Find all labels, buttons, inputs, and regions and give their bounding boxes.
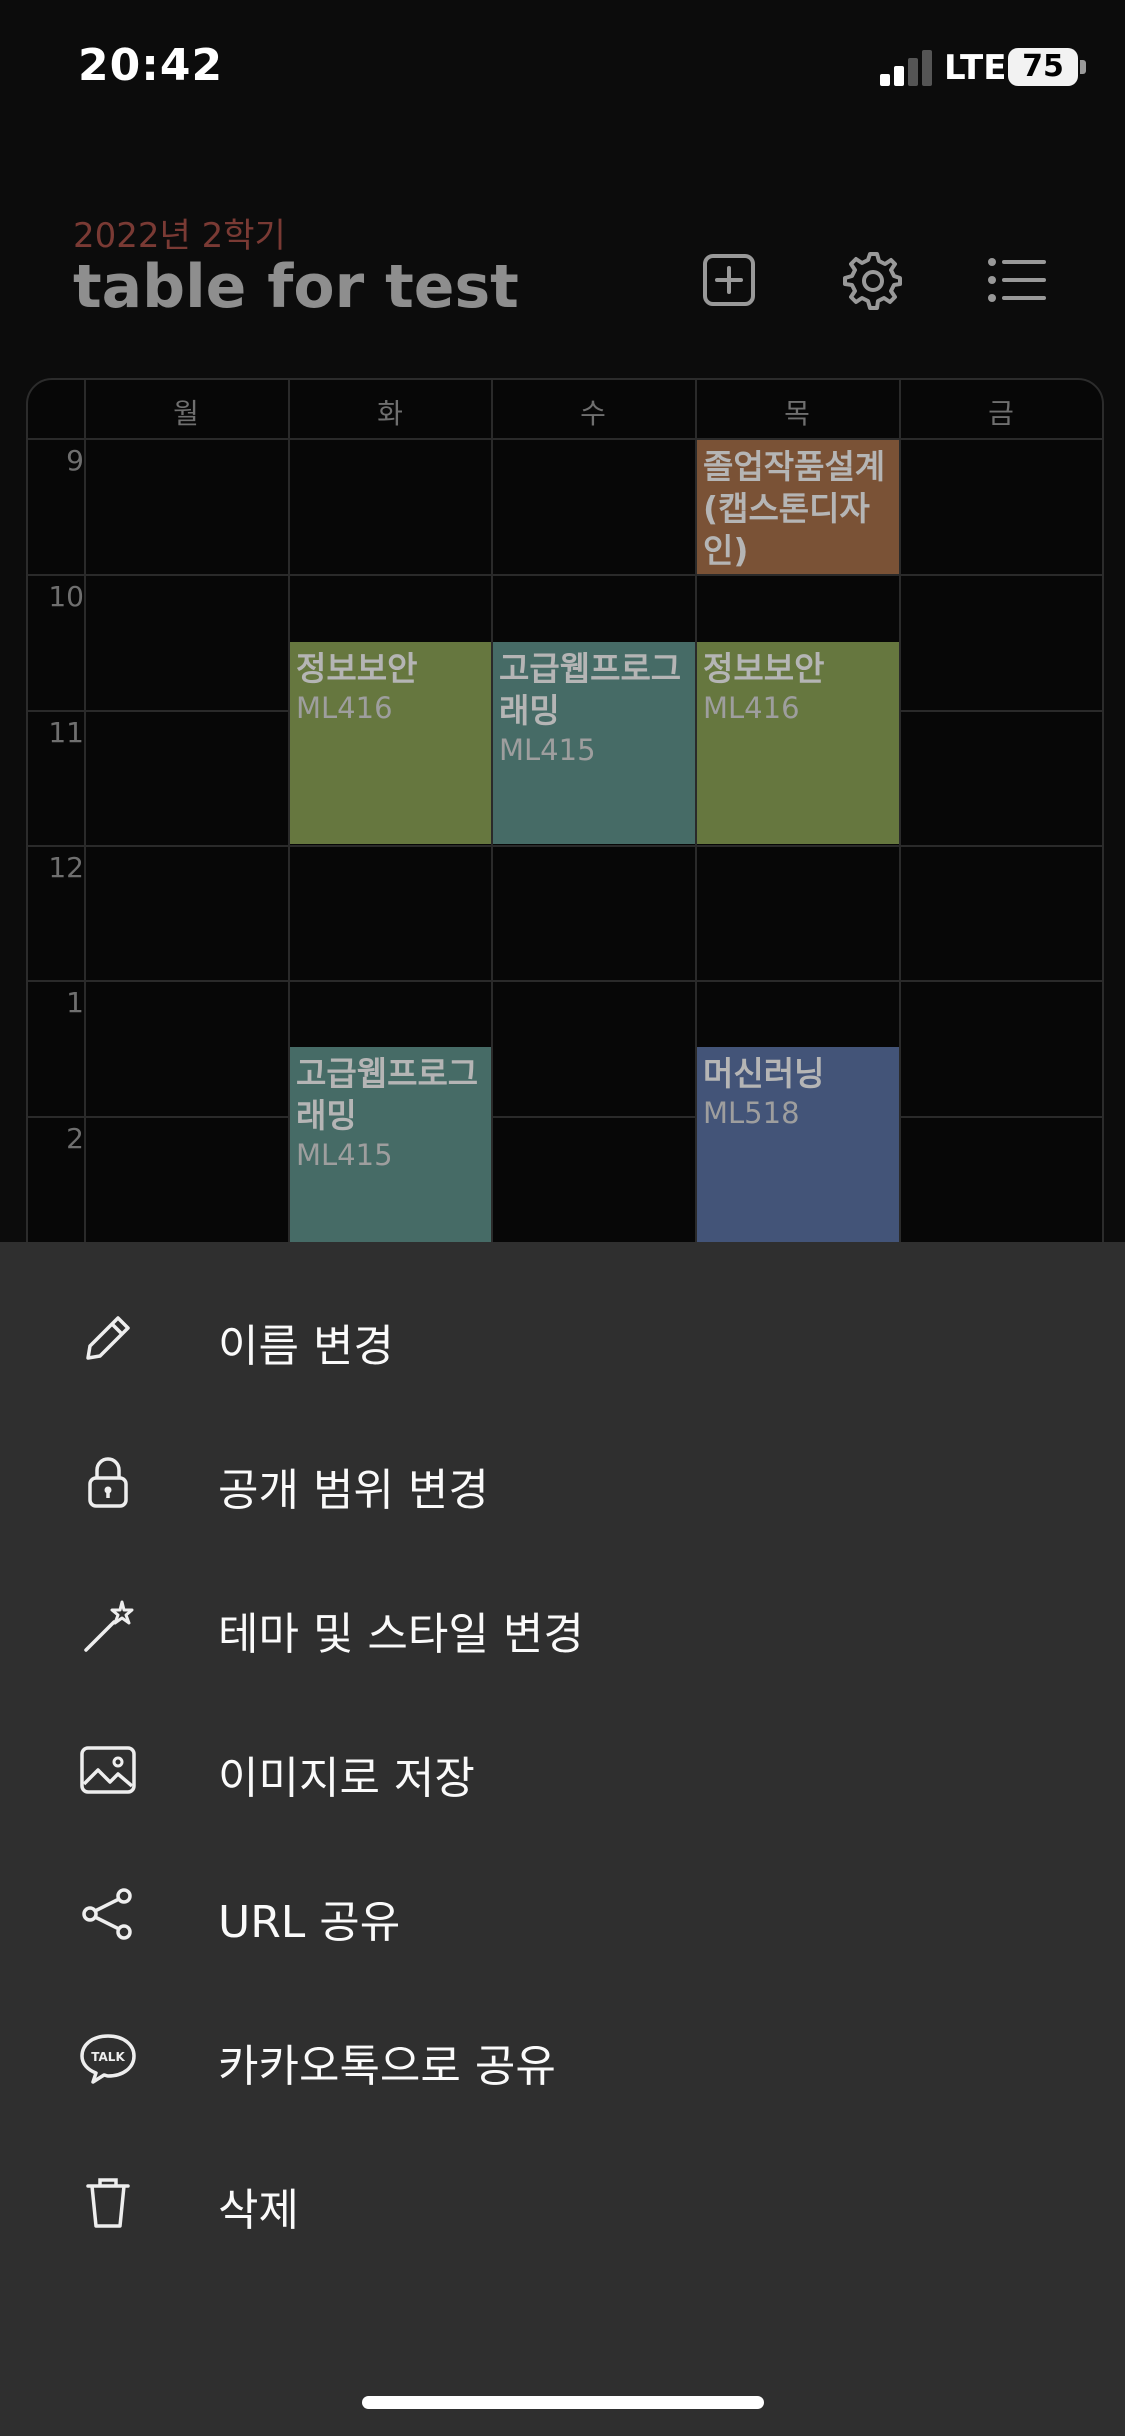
day-header-mon: 월	[173, 397, 199, 430]
hour-label: 1	[66, 986, 84, 1019]
signal-icon	[880, 48, 936, 86]
trash-icon	[86, 2178, 130, 2228]
kakaotalk-icon: TALK	[80, 2034, 136, 2084]
course-room: ML416	[703, 691, 800, 725]
image-icon	[80, 1746, 136, 1794]
share-url-button[interactable]: URL 공유	[0, 1854, 1125, 1974]
course-name: 머신러닝	[703, 1054, 825, 1093]
menu-label: 삭제	[218, 2185, 299, 2236]
status-time: 20:42	[78, 40, 224, 91]
menu-label: URL 공유	[218, 1897, 401, 1948]
menu-label: 테마 및 스타일 변경	[218, 1609, 584, 1660]
course-block[interactable]: 정보보안 ML416	[697, 642, 899, 844]
course-room: ML415	[296, 1138, 393, 1172]
delete-button[interactable]: 삭제	[0, 2142, 1125, 2262]
day-header-thu: 목	[784, 397, 810, 430]
menu-label: 공개 범위 변경	[218, 1465, 489, 1516]
action-sheet: 이름 변경 공개 범위 변경 테마 및 스타일 변경 이미지로 저장	[0, 1242, 1125, 2436]
course-room: ML416	[296, 691, 393, 725]
menu-label: 카카오톡으로 공유	[218, 2041, 556, 2092]
hour-label: 10	[48, 580, 84, 613]
page-title[interactable]: table for test	[73, 252, 519, 322]
battery-tip	[1080, 60, 1086, 74]
hour-label: 2	[66, 1122, 84, 1155]
menu-label: 이미지로 저장	[218, 1753, 475, 1804]
hour-label: 11	[48, 716, 84, 749]
share-kakaotalk-button[interactable]: TALK 카카오톡으로 공유	[0, 1998, 1125, 2118]
course-block[interactable]: 정보보안 ML416	[290, 642, 491, 844]
share-icon	[82, 1888, 132, 1940]
network-type: LTE	[944, 48, 1007, 88]
day-header-tue: 화	[377, 397, 403, 430]
hour-label: 9	[66, 444, 84, 477]
day-header-wed: 수	[580, 397, 606, 430]
course-name: 정보보안	[296, 649, 418, 688]
theme-style-button[interactable]: 테마 및 스타일 변경	[0, 1566, 1125, 1686]
course-block[interactable]: 고급웹프로그래밍 ML415	[493, 642, 695, 844]
kakaotalk-icon-text: TALK	[91, 2050, 125, 2064]
lock-icon	[88, 1457, 128, 1508]
course-name: 고급웹프로그래밍	[499, 649, 682, 730]
course-name: 정보보안	[703, 649, 825, 688]
add-square-icon[interactable]	[697, 248, 761, 312]
gear-icon[interactable]	[840, 248, 904, 312]
course-name: 졸업작품설계(캡스톤디자인)	[703, 447, 886, 570]
list-icon[interactable]	[984, 248, 1048, 312]
menu-label: 이름 변경	[218, 1321, 394, 1372]
magic-wand-icon	[84, 1600, 134, 1652]
course-room: ML518	[703, 1096, 800, 1130]
rename-button[interactable]: 이름 변경	[0, 1278, 1125, 1398]
visibility-button[interactable]: 공개 범위 변경	[0, 1422, 1125, 1542]
day-header-fri: 금	[988, 397, 1014, 430]
home-indicator[interactable]	[362, 2396, 764, 2409]
save-as-image-button[interactable]: 이미지로 저장	[0, 1710, 1125, 1830]
hour-label: 12	[48, 851, 84, 884]
pencil-icon	[86, 1316, 130, 1360]
semester-label[interactable]: 2022년 2학기	[73, 216, 286, 256]
course-block[interactable]: 졸업작품설계(캡스톤디자인)	[697, 440, 899, 574]
course-name: 고급웹프로그래밍	[296, 1054, 479, 1135]
course-room: ML415	[499, 733, 596, 767]
battery-icon: 75	[1008, 48, 1078, 86]
